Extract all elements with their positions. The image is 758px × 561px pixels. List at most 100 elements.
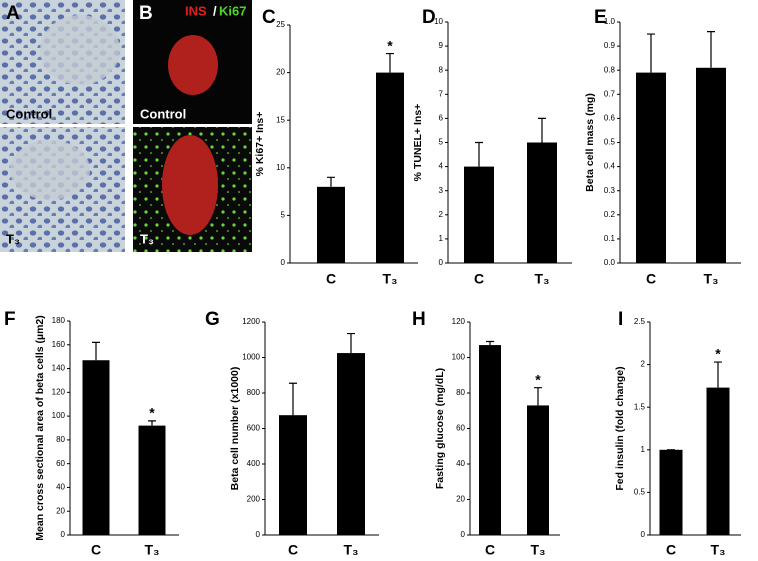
- y-tick-label: 600: [247, 424, 261, 433]
- y-tick-label: 0.5: [604, 138, 616, 147]
- panel-letter: C: [262, 7, 276, 28]
- y-tick-label: 0.5: [634, 488, 646, 497]
- error-bar: [538, 117, 546, 143]
- bar: [464, 166, 494, 263]
- y-tick-label: 60: [56, 459, 65, 468]
- panel-letter: F: [4, 309, 16, 330]
- y-axis-label: Beta cell mass (mg): [584, 93, 596, 192]
- y-tick-label: 800: [247, 388, 261, 397]
- error-bar: [92, 341, 100, 361]
- y-tick-label: 40: [56, 483, 65, 492]
- bar: [279, 415, 307, 535]
- x-tick-label: C: [326, 271, 336, 287]
- y-tick-label: 0.1: [604, 234, 616, 243]
- y-tick-label: 0: [281, 258, 286, 267]
- caption: Control: [140, 106, 186, 121]
- y-tick-label: 1: [439, 234, 444, 243]
- x-tick-label: C: [288, 542, 298, 558]
- error-bar: [327, 176, 335, 187]
- y-tick-label: 10: [276, 163, 285, 172]
- y-tick-label: 0.3: [604, 186, 616, 195]
- y-tick-label: 1000: [242, 353, 260, 362]
- y-tick-label: 8: [439, 65, 444, 74]
- bar: [138, 425, 166, 535]
- y-tick-label: 120: [52, 387, 66, 396]
- bar: [659, 449, 683, 535]
- y-tick-label: 4: [439, 162, 444, 171]
- panel-letter: H: [412, 309, 426, 330]
- y-tick-label: 80: [56, 435, 65, 444]
- y-tick-label: 0.7: [604, 89, 616, 98]
- x-tick-label: T₃: [382, 271, 397, 287]
- y-tick-label: 2: [641, 360, 646, 369]
- y-tick-label: 40: [456, 459, 465, 468]
- y-tick-label: 9: [439, 41, 444, 50]
- bar: [696, 67, 726, 263]
- error-bar: [707, 31, 715, 68]
- legend-ins: INS: [185, 3, 207, 18]
- error-bar: [714, 361, 722, 388]
- y-tick-label: 7: [439, 89, 444, 98]
- significance-mark: *: [715, 346, 721, 362]
- y-tick-label: 0.9: [604, 41, 616, 50]
- caption: Control: [6, 106, 52, 121]
- panel-letter: I: [618, 309, 623, 330]
- panel-letter: G: [205, 309, 220, 330]
- significance-mark: *: [535, 371, 541, 387]
- x-tick-label: T₃: [144, 542, 159, 558]
- y-tick-label: 0.8: [604, 65, 616, 74]
- y-tick-label: 1: [641, 445, 646, 454]
- y-tick-label: 80: [456, 388, 465, 397]
- y-tick-label: 15: [276, 115, 285, 124]
- error-bar: [475, 141, 483, 167]
- y-tick-label: 400: [247, 459, 261, 468]
- legend-ki67: Ki67: [219, 3, 246, 18]
- y-axis-label: % TUNEL+ Ins+: [412, 104, 424, 182]
- x-tick-label: C: [474, 271, 484, 287]
- islet: [162, 135, 218, 235]
- y-axis-label: Mean cross sectional area of beta cells …: [34, 315, 46, 540]
- y-tick-label: 1.5: [634, 402, 646, 411]
- x-tick-label: T₃: [703, 271, 718, 287]
- legend-sep: /: [213, 3, 217, 18]
- bar: [527, 142, 557, 263]
- y-tick-label: 180: [52, 316, 66, 325]
- y-tick-label: 0: [439, 258, 444, 267]
- y-tick-label: 0: [461, 530, 466, 539]
- bar: [337, 353, 365, 535]
- panel-letter: E: [594, 7, 607, 28]
- error-bar: [347, 332, 355, 354]
- panel-letter: A: [6, 3, 20, 24]
- bar: [82, 360, 110, 535]
- y-tick-label: 2: [439, 210, 444, 219]
- y-tick-label: 20: [456, 495, 465, 504]
- y-axis-label: Fasting glucose (mg/dL): [434, 368, 446, 489]
- y-tick-label: 0: [641, 530, 646, 539]
- y-tick-label: 25: [276, 20, 285, 29]
- y-tick-label: 120: [452, 317, 466, 326]
- panel-b: B INS / Ki67 Control T₃: [133, 0, 252, 252]
- y-axis-label: % Ki67+ Ins+: [254, 112, 266, 177]
- x-tick-label: C: [646, 271, 656, 287]
- x-tick-label: C: [666, 542, 676, 558]
- y-tick-label: 0.0: [604, 258, 616, 267]
- panel-letter: B: [139, 3, 153, 24]
- y-tick-label: 3: [439, 186, 444, 195]
- error-bar: [534, 387, 542, 406]
- y-tick-label: 2.5: [634, 317, 646, 326]
- y-tick-label: 1200: [242, 317, 260, 326]
- x-tick-label: T₃: [343, 542, 358, 558]
- y-tick-label: 0: [61, 530, 66, 539]
- y-tick-label: 0.4: [604, 162, 616, 171]
- x-tick-label: C: [485, 542, 495, 558]
- y-tick-label: 60: [456, 424, 465, 433]
- error-bar: [486, 340, 494, 346]
- panel-a: A Control T₃: [0, 0, 125, 252]
- islet: [10, 140, 90, 200]
- y-tick-label: 5: [281, 211, 286, 220]
- caption: T₃: [140, 231, 154, 246]
- y-tick-label: 0: [256, 530, 261, 539]
- islet: [168, 35, 218, 95]
- y-tick-label: 160: [52, 340, 66, 349]
- significance-mark: *: [387, 37, 393, 53]
